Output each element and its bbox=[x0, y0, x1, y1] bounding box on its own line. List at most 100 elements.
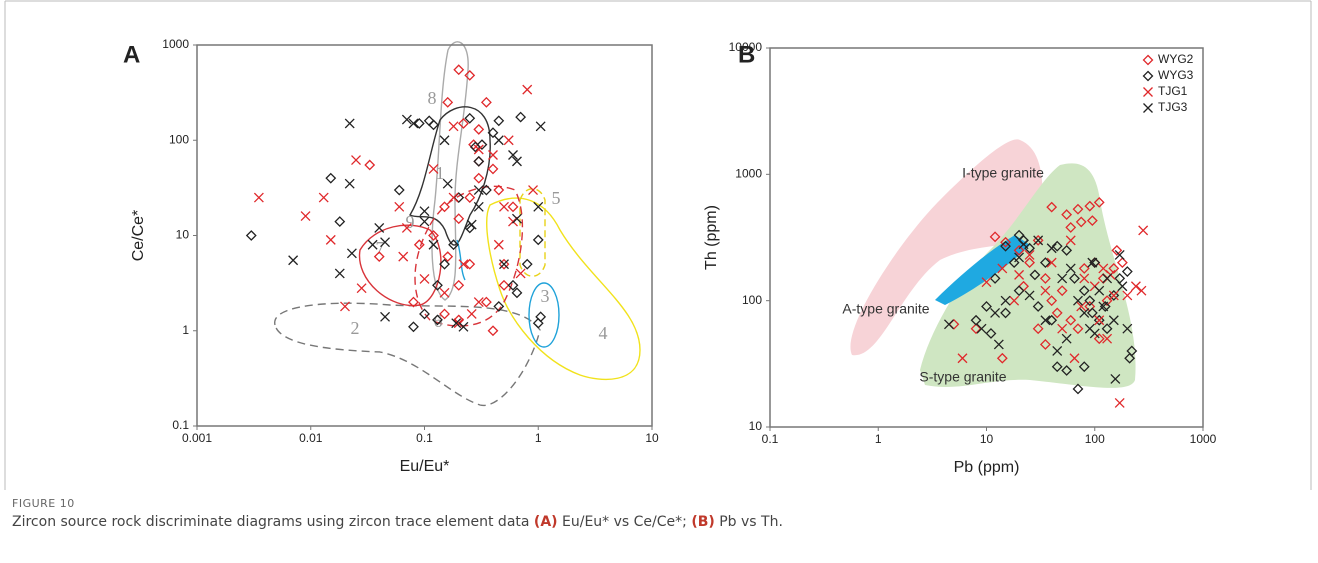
point bbox=[464, 69, 476, 81]
point bbox=[1000, 307, 1011, 319]
field-label: 2 bbox=[351, 318, 360, 338]
point bbox=[1046, 243, 1057, 254]
point bbox=[380, 237, 391, 248]
point bbox=[535, 121, 546, 132]
point bbox=[989, 231, 1001, 243]
point bbox=[325, 172, 337, 184]
point bbox=[419, 273, 430, 284]
point bbox=[1061, 333, 1072, 344]
point bbox=[1094, 285, 1105, 296]
point bbox=[1029, 269, 1041, 281]
point bbox=[408, 321, 419, 333]
point bbox=[515, 111, 527, 123]
point bbox=[957, 353, 968, 364]
field-label: 6 bbox=[434, 311, 443, 331]
series bbox=[970, 229, 1138, 395]
point bbox=[532, 234, 544, 246]
point bbox=[1084, 200, 1096, 212]
point bbox=[1032, 323, 1044, 335]
point bbox=[473, 123, 485, 135]
x-tick-label: 100 bbox=[1085, 432, 1105, 446]
point bbox=[1079, 273, 1090, 284]
point bbox=[1110, 374, 1121, 384]
point bbox=[533, 201, 544, 212]
point bbox=[453, 64, 465, 76]
caption-ref: (B) bbox=[691, 514, 715, 530]
point bbox=[522, 84, 533, 95]
field-outline bbox=[274, 302, 541, 406]
point bbox=[413, 239, 425, 251]
point bbox=[334, 216, 346, 228]
point bbox=[1065, 263, 1076, 274]
field-outline bbox=[431, 41, 469, 301]
point bbox=[373, 251, 385, 263]
point bbox=[466, 219, 477, 230]
point bbox=[1116, 257, 1128, 269]
point bbox=[1094, 315, 1105, 326]
field-i-type bbox=[850, 139, 1043, 356]
point bbox=[1051, 307, 1063, 319]
point bbox=[473, 155, 485, 167]
point bbox=[428, 239, 439, 250]
point bbox=[1114, 397, 1125, 408]
point bbox=[511, 287, 523, 299]
legend-label: WYG2 bbox=[1158, 52, 1194, 66]
point bbox=[401, 114, 412, 125]
point bbox=[394, 201, 405, 212]
point bbox=[1108, 290, 1120, 301]
point bbox=[487, 127, 499, 139]
x-tick-label: 10 bbox=[980, 432, 994, 446]
y-tick-label: 10 bbox=[176, 228, 190, 242]
point bbox=[488, 150, 498, 160]
point bbox=[1046, 295, 1058, 307]
x-tick-label: 0.01 bbox=[299, 431, 323, 445]
point bbox=[1039, 257, 1051, 269]
point bbox=[442, 96, 454, 108]
point bbox=[1057, 273, 1068, 284]
legend-marker bbox=[1142, 54, 1154, 66]
point bbox=[503, 135, 514, 146]
point bbox=[458, 118, 469, 129]
point bbox=[499, 201, 509, 212]
point bbox=[453, 279, 465, 291]
point bbox=[428, 230, 439, 241]
point bbox=[997, 263, 1008, 274]
point bbox=[1009, 295, 1020, 306]
point bbox=[1089, 328, 1100, 339]
point bbox=[487, 163, 499, 175]
point bbox=[1072, 323, 1084, 335]
point bbox=[439, 258, 450, 270]
legend-marker bbox=[1143, 103, 1153, 113]
field-label: 3 bbox=[541, 286, 550, 306]
point bbox=[408, 296, 419, 308]
point bbox=[1102, 333, 1113, 344]
point bbox=[318, 192, 329, 203]
point bbox=[1073, 295, 1083, 306]
point bbox=[1040, 315, 1051, 326]
point bbox=[1078, 361, 1090, 373]
point bbox=[464, 192, 476, 204]
point bbox=[480, 96, 492, 108]
point bbox=[981, 301, 992, 312]
point bbox=[253, 192, 264, 203]
point bbox=[1114, 250, 1125, 260]
point bbox=[1013, 285, 1025, 297]
point bbox=[356, 283, 367, 294]
point bbox=[981, 277, 992, 288]
point bbox=[1014, 252, 1025, 263]
point bbox=[1130, 281, 1141, 292]
point bbox=[1061, 209, 1073, 221]
point bbox=[393, 184, 405, 196]
point bbox=[1061, 365, 1073, 376]
caption-text: Pb vs Th. bbox=[714, 514, 783, 530]
caption-text: Eu/Eu* vs Ce/Ce*; bbox=[557, 514, 692, 530]
point bbox=[944, 319, 954, 330]
point bbox=[442, 251, 454, 263]
x-tick-label: 1 bbox=[535, 431, 542, 445]
point bbox=[367, 239, 378, 250]
point bbox=[996, 352, 1008, 364]
point bbox=[1093, 314, 1105, 326]
point bbox=[374, 222, 385, 233]
point bbox=[493, 184, 505, 196]
